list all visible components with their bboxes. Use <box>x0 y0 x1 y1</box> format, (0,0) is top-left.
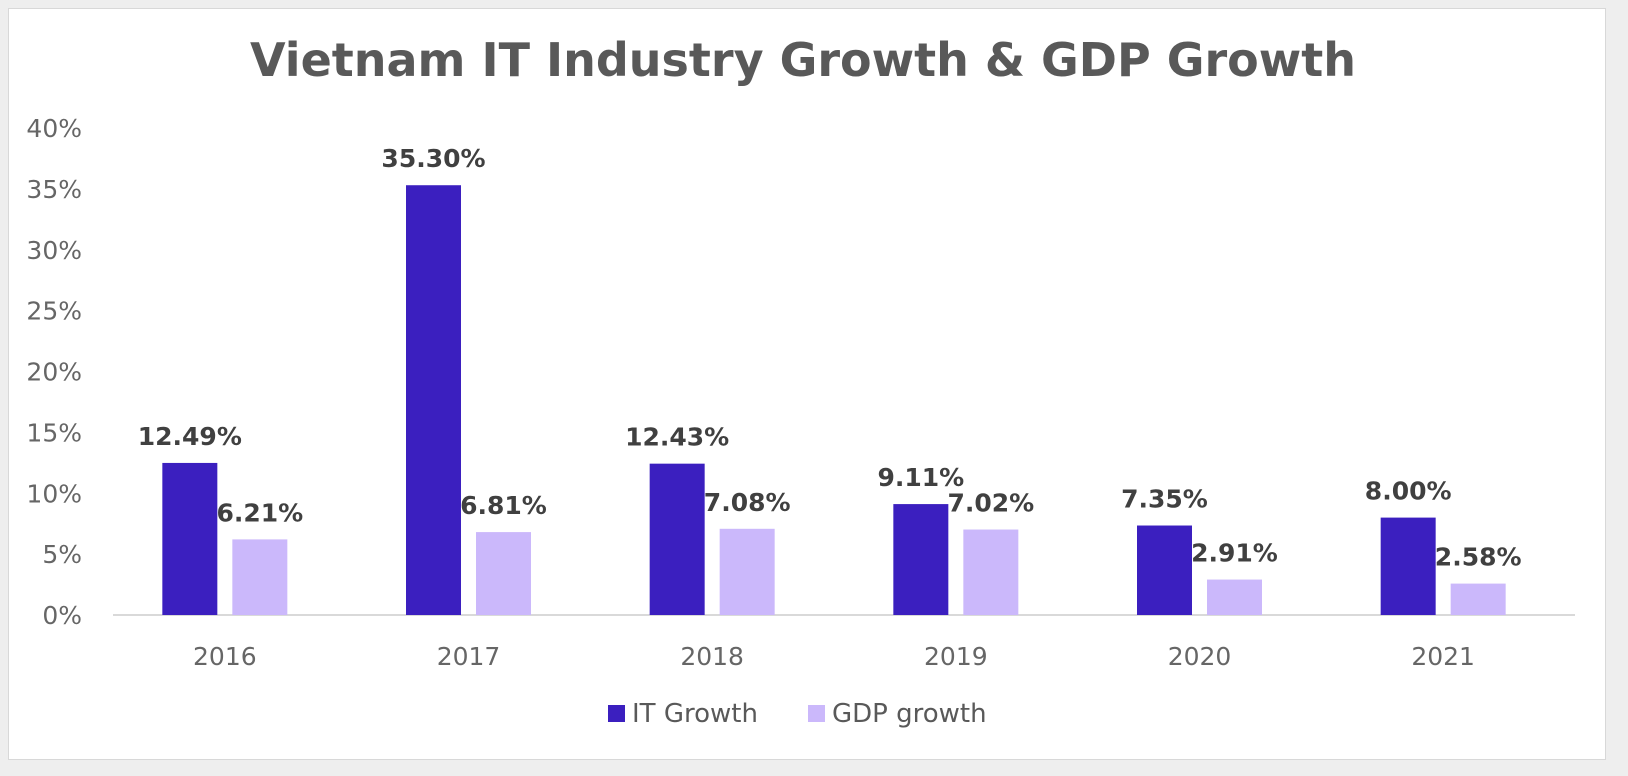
y-tick-label: 10% <box>26 479 82 508</box>
x-tick-label: 2018 <box>680 642 744 671</box>
legend-label: IT Growth <box>632 699 758 729</box>
bar-it-growth-2019 <box>893 504 949 615</box>
data-label: 12.49% <box>138 422 242 451</box>
data-label: 6.81% <box>460 491 547 520</box>
data-label: 2.91% <box>1191 539 1278 568</box>
chart-title: Vietnam IT Industry Growth & GDP Growth <box>250 33 1356 87</box>
x-axis: 2016 2017 2018 2019 2020 2021 <box>193 642 1475 671</box>
y-tick-label: 5% <box>42 540 82 569</box>
bar-gdp-growth-2020 <box>1207 579 1262 615</box>
data-label: 7.08% <box>704 488 791 517</box>
bar-it-growth-2018 <box>649 463 705 615</box>
legend-swatch <box>608 705 625 722</box>
legend-label: GDP growth <box>832 699 987 729</box>
chart-card <box>8 8 1606 760</box>
y-axis: 0% 5% 10% 15% 20% 25% 30% 35% 40% <box>26 114 82 630</box>
x-tick-label: 2016 <box>193 642 257 671</box>
bar-it-growth-2017 <box>406 185 461 615</box>
bars-group: 12.49%6.21%35.30%6.81%12.43%7.08%9.11%7.… <box>138 144 1522 615</box>
bar-gdp-growth-2016 <box>232 539 288 615</box>
bar-it-growth-2016 <box>162 462 218 615</box>
legend-swatch <box>808 705 825 722</box>
data-label: 8.00% <box>1365 477 1452 506</box>
bar-gdp-growth-2017 <box>476 532 531 615</box>
data-label: 35.30% <box>381 144 485 173</box>
bar-gdp-growth-2019 <box>963 529 1019 615</box>
data-label: 2.58% <box>1435 543 1522 572</box>
data-label: 12.43% <box>625 423 729 452</box>
x-tick-label: 2020 <box>1168 642 1232 671</box>
bar-gdp-growth-2021 <box>1450 583 1506 615</box>
y-tick-label: 30% <box>26 236 82 265</box>
data-label: 9.11% <box>877 463 964 492</box>
y-tick-label: 0% <box>42 601 82 630</box>
bar-it-growth-2021 <box>1380 517 1436 615</box>
y-tick-label: 25% <box>26 297 82 326</box>
y-tick-label: 35% <box>26 175 82 204</box>
y-tick-label: 40% <box>26 114 82 143</box>
data-label: 6.21% <box>216 498 303 527</box>
y-tick-label: 15% <box>26 418 82 447</box>
x-tick-label: 2019 <box>924 642 988 671</box>
data-label: 7.35% <box>1121 485 1208 514</box>
data-label: 7.02% <box>947 489 1034 518</box>
x-tick-label: 2021 <box>1411 642 1475 671</box>
y-tick-label: 20% <box>26 358 82 387</box>
legend: IT Growth GDP growth <box>608 699 987 729</box>
bar-it-growth-2020 <box>1137 525 1192 615</box>
x-tick-label: 2017 <box>437 642 501 671</box>
bar-gdp-growth-2018 <box>719 528 775 615</box>
